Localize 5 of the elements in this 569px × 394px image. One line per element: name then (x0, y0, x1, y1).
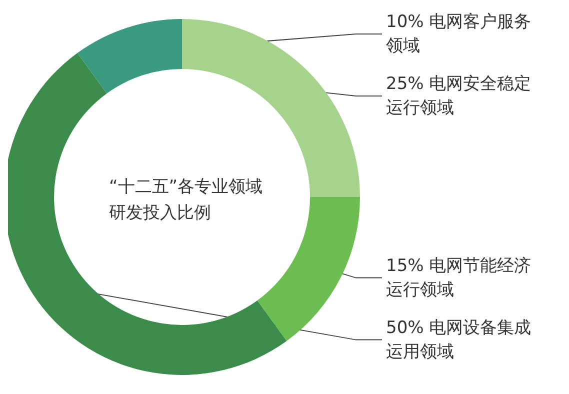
slice-label: 50% 电网设备集成运用领域 (386, 318, 532, 362)
slice-label: 10% 电网客户服务领域 (386, 12, 532, 56)
slice-label: 25% 电网安全稳定运行领域 (386, 74, 532, 118)
slice-label: 15% 电网节能经济运行领域 (386, 256, 532, 300)
text: “十二五”各专业领域研发投入比例 (109, 177, 263, 223)
